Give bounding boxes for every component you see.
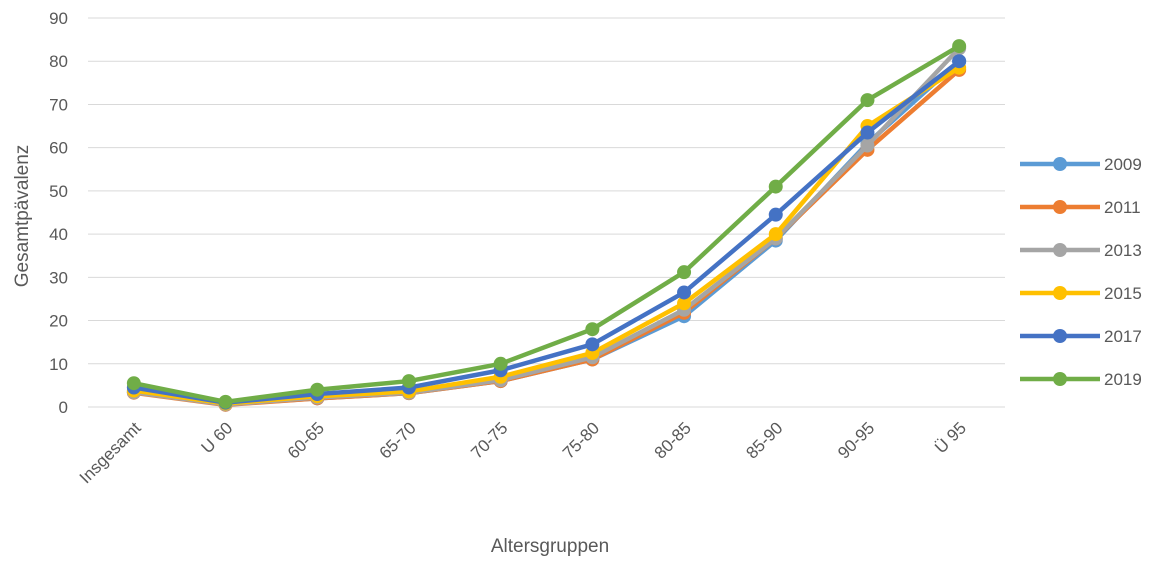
data-point (677, 296, 692, 311)
y-tick-label: 30 (49, 268, 68, 287)
data-point (768, 227, 783, 242)
x-tick-label: 85-90 (742, 418, 786, 462)
legend-label: 2015 (1104, 284, 1142, 303)
x-axis-title: Altersgruppen (491, 536, 609, 557)
series-line (131, 58, 962, 405)
x-tick-label: Insgesamt (76, 418, 145, 487)
data-point (310, 382, 325, 397)
legend: 2009 2011 2013 2015 2017 2019 (1020, 155, 1142, 389)
legend-marker (1053, 243, 1067, 257)
legend-label: 2013 (1104, 241, 1142, 260)
y-axis-title: Gesamtpävalenz (12, 145, 33, 288)
legend-label: 2009 (1104, 155, 1142, 174)
y-tick-label: 40 (49, 225, 68, 244)
data-point (952, 54, 967, 69)
y-tick-label: 50 (49, 182, 68, 201)
y-tick-label: 10 (49, 355, 68, 374)
x-tick-label: 75-80 (559, 418, 603, 462)
legend-marker (1053, 157, 1067, 171)
y-tick-label: 60 (49, 139, 68, 158)
data-point (768, 207, 783, 222)
data-point (952, 39, 967, 54)
data-point (401, 374, 416, 389)
data-point (585, 337, 600, 352)
legend-label: 2019 (1104, 370, 1142, 389)
legend-item-2013: 2013 (1020, 241, 1142, 260)
legend-item-2017: 2017 (1020, 327, 1142, 346)
legend-marker (1053, 200, 1067, 214)
legend-item-2019: 2019 (1020, 370, 1142, 389)
x-tick-label: 70-75 (467, 418, 511, 462)
series-line (131, 67, 962, 408)
legend-item-2009: 2009 (1020, 155, 1142, 174)
legend-item-2011: 2011 (1020, 198, 1141, 217)
series-line (131, 43, 962, 405)
legend-marker (1053, 329, 1067, 343)
y-tick-label: 90 (49, 9, 68, 28)
x-tick-label: 90-95 (834, 418, 878, 462)
y-tick-label: 70 (49, 95, 68, 114)
x-tick-label: 60-65 (284, 418, 328, 462)
data-point (218, 394, 233, 409)
legend-item-2015: 2015 (1020, 284, 1142, 303)
x-tick-label: Ü 95 (931, 418, 970, 457)
data-point (860, 138, 875, 153)
data-point (677, 285, 692, 300)
data-point (768, 179, 783, 194)
series-line (131, 58, 962, 407)
data-point (677, 265, 692, 280)
legend-label: 2011 (1104, 198, 1141, 217)
data-point (860, 93, 875, 108)
x-tick-label: 65-70 (376, 418, 420, 462)
series-line (131, 65, 962, 406)
legend-marker (1053, 286, 1067, 300)
x-tick-label: U 60 (198, 418, 237, 457)
series-2017 (126, 54, 967, 410)
series-lines (126, 39, 967, 412)
legend-marker (1053, 372, 1067, 386)
x-tick-label: 80-85 (651, 418, 695, 462)
data-point (493, 356, 508, 371)
y-axis-ticks: 0 10 20 30 40 50 60 70 80 90 (49, 9, 68, 417)
y-tick-label: 80 (49, 52, 68, 71)
legend-label: 2017 (1104, 327, 1142, 346)
y-tick-label: 20 (49, 312, 68, 331)
data-point (860, 125, 875, 140)
series-2019 (126, 39, 967, 409)
gridlines (88, 17, 1005, 408)
data-point (126, 376, 141, 391)
y-tick-label: 0 (59, 398, 68, 417)
x-axis-ticks: Insgesamt U 60 60-65 65-70 70-75 75-80 80-85 85… (76, 418, 970, 487)
data-point (585, 322, 600, 337)
series-line (131, 46, 962, 407)
